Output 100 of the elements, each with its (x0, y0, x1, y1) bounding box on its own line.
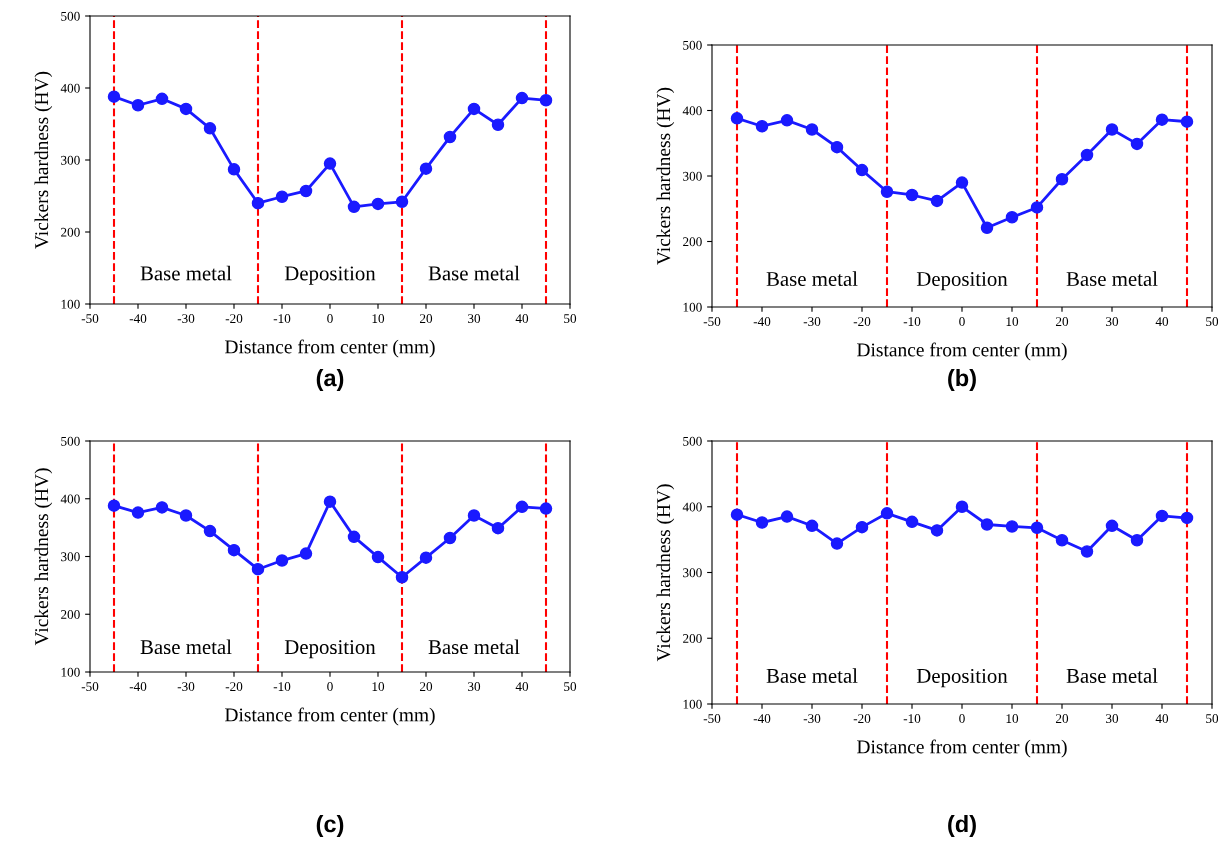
point (443, 130, 457, 144)
text: (c) (316, 814, 344, 838)
point (371, 197, 385, 211)
x-tick-label: 20 (419, 314, 433, 324)
point (155, 501, 169, 514)
x-tick-label: -30 (177, 314, 195, 324)
point (203, 524, 217, 538)
x-tick-label: -30 (803, 714, 821, 724)
annotation: Base metal (1066, 668, 1158, 683)
y-tick-label: 300 (683, 568, 702, 578)
y-tick-label: 300 (683, 171, 702, 181)
x-tick-label: -40 (753, 317, 771, 327)
point (855, 163, 869, 177)
point (755, 119, 769, 133)
x-tick-label: 10 (372, 314, 385, 324)
point (131, 506, 145, 519)
x-tick-label: 10 (372, 682, 385, 692)
x-tick-label: -10 (903, 714, 921, 724)
point (955, 176, 969, 189)
point (371, 550, 385, 564)
point (855, 520, 869, 534)
annotation: Base metal (428, 265, 520, 281)
point (1005, 211, 1019, 224)
x-axis-title: Distance from center (mm) (225, 339, 435, 358)
point (830, 140, 844, 154)
y-tick-label: 400 (682, 106, 702, 116)
x-tick-label: -40 (129, 314, 147, 324)
x-tick-label: -20 (225, 314, 243, 324)
point (880, 185, 894, 198)
x-tick-label: 10 (1006, 714, 1019, 724)
point (1130, 137, 1144, 151)
y-tick-label: 300 (61, 155, 80, 165)
point (539, 502, 553, 515)
point (131, 99, 145, 112)
point (730, 112, 744, 125)
point (299, 184, 313, 198)
y-tick-label: 200 (61, 227, 80, 237)
x-tick-label: 50 (564, 682, 577, 692)
point (1105, 519, 1119, 533)
y-axis-title: Vickers hardness (HV) (34, 71, 53, 249)
annotation: Base metal (140, 265, 232, 281)
point (179, 509, 193, 522)
y-tick-label: 500 (61, 436, 80, 446)
point (491, 118, 505, 131)
x-tick-label: -10 (273, 682, 291, 692)
y-tick-label: 500 (683, 436, 702, 446)
x-tick-label: 20 (1055, 317, 1069, 327)
point (805, 123, 819, 136)
annotation: Deposition (916, 668, 1008, 688)
point (227, 163, 241, 176)
point (515, 91, 529, 105)
point (251, 562, 265, 576)
point (107, 499, 121, 512)
x-tick-label: -10 (903, 317, 921, 327)
x-tick-label: -50 (81, 682, 99, 692)
point (1180, 511, 1194, 525)
point (347, 530, 361, 544)
point (395, 571, 409, 584)
point (1180, 115, 1194, 128)
point (980, 221, 994, 234)
x-tick-label: -40 (129, 682, 147, 692)
y-axis-title: Vickers hardness (HV) (656, 87, 675, 265)
point (1055, 534, 1069, 547)
x-axis-title: Distance from center (mm) (857, 342, 1067, 361)
point (323, 495, 337, 508)
y-tick-label: 400 (60, 83, 80, 93)
point (347, 200, 361, 214)
x-tick-label: -50 (703, 714, 721, 724)
x-tick-label: 30 (1106, 714, 1119, 724)
point (930, 524, 944, 537)
point (780, 114, 794, 127)
x-tick-label: 50 (1206, 317, 1218, 327)
point (275, 190, 289, 203)
point (905, 515, 919, 529)
point (805, 519, 819, 533)
x-tick-label: -20 (853, 714, 871, 724)
x-tick-label: 0 (327, 314, 333, 324)
point (1080, 148, 1094, 162)
point (755, 516, 769, 529)
y-tick-label: 400 (60, 494, 80, 504)
point (107, 90, 121, 103)
y-tick-label: 300 (61, 552, 80, 562)
y-axis-title: Vickers hardness (HV) (34, 468, 53, 646)
x-tick-label: 40 (515, 314, 529, 324)
point (830, 537, 844, 550)
point (251, 196, 265, 210)
point (467, 509, 481, 522)
x-tick-label: -50 (703, 317, 721, 327)
y-tick-label: 100 (61, 667, 80, 677)
x-tick-label: -50 (81, 314, 99, 324)
point (515, 500, 529, 514)
x-tick-label: 30 (468, 682, 481, 692)
point (1130, 534, 1144, 547)
annotation: Base metal (428, 639, 520, 655)
point (1155, 113, 1169, 126)
annotation: Deposition (284, 266, 376, 285)
x-axis-title: Distance from center (mm) (225, 707, 435, 726)
point (955, 500, 969, 514)
point (1030, 201, 1044, 214)
x-tick-label: -10 (273, 314, 291, 324)
